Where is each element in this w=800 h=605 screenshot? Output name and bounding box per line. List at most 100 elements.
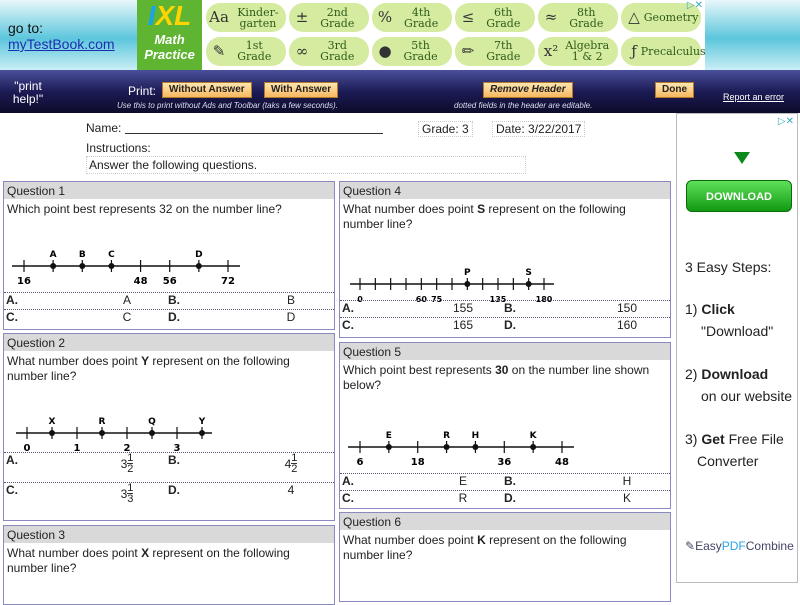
download-button[interactable]: DOWNLOAD [686, 180, 792, 212]
question-title: Question 4 [340, 182, 670, 199]
answer-row: A. A B. B [4, 292, 334, 309]
point-marker [472, 444, 479, 450]
point-label: R [99, 417, 106, 427]
choice-value[interactable]: 150 [616, 301, 638, 315]
choice-letter[interactable]: B. [168, 453, 180, 467]
point-label: K [530, 431, 538, 441]
ixl-link[interactable]: ≤6th Grade [455, 3, 535, 32]
choice-value[interactable]: D [286, 310, 296, 324]
ixl-ad[interactable]: IXL Math Practice Aa Kinder-garten ±2nd Gr… [137, 0, 706, 70]
choice-value[interactable]: 165 [452, 318, 474, 332]
choice-value[interactable]: 160 [616, 318, 638, 332]
instructions-field[interactable]: Answer the following questions. [86, 156, 526, 174]
answer-row: A. 3 1 2 B. 4 1 2 [4, 452, 334, 482]
subject-icon: ✎ [212, 41, 226, 60]
choice-letter[interactable]: B. [504, 474, 516, 488]
ixl-link[interactable]: ∞ 3rd Grade [289, 36, 369, 66]
name-line[interactable] [125, 133, 383, 134]
download-ad[interactable]: ▷✕ DOWNLOAD 3 Easy Steps: 1) Click "Downl… [676, 113, 798, 583]
ixl-link[interactable]: ≈8th Grade [538, 3, 618, 32]
question-title: Question 5 [340, 343, 670, 360]
choice-letter[interactable]: D. [504, 491, 516, 505]
subject-icon: ƒ [631, 41, 637, 60]
choice-letter[interactable]: A. [6, 293, 18, 307]
choice-letter[interactable]: D. [168, 310, 180, 324]
print-hint: Use this to print without Ads and Toolba… [117, 101, 338, 110]
ixl-link[interactable]: Aa Kinder-garten [206, 3, 286, 32]
choice-letter[interactable]: C. [342, 318, 354, 332]
choice-value[interactable]: C [122, 310, 132, 324]
ixl-link[interactable]: ✏ 7th Grade [455, 36, 535, 66]
ixl-logo: IXL Math Practice [137, 0, 202, 70]
grade-field[interactable]: Grade: 3 [418, 121, 473, 137]
answer-choices: A. 155 B. 150 C. 165 D. 160 [340, 300, 670, 334]
easypdfcombine-logo: ✎EasyPDFCombine [685, 539, 794, 553]
choice-letter[interactable]: D. [504, 318, 516, 332]
choice-value[interactable]: K [622, 491, 631, 505]
top-banner: go to: myTestBook.com IXL Math Practice … [0, 0, 800, 70]
print-without-answer-button[interactable]: Without Answer [162, 82, 252, 98]
subject-icon: ≤ [461, 8, 475, 26]
ixl-link[interactable]: % 4th Grade [372, 3, 452, 32]
answer-row: C. 3 1 3 D. 4 [4, 482, 334, 512]
ad-choices-icon[interactable]: ▷✕ [777, 116, 794, 127]
point-label: Q [148, 417, 156, 427]
ixl-link[interactable]: ● 5th Grade [372, 36, 452, 66]
choice-letter[interactable]: C. [6, 483, 18, 497]
question-text: What number does point S represent on th… [343, 202, 626, 231]
choice-value[interactable]: E [458, 474, 467, 488]
subject-icon: ✏ [461, 41, 475, 60]
choice-letter[interactable]: B. [504, 301, 516, 315]
answer-choices: A. E B. H C. R D. K [340, 473, 670, 507]
step-1: 1) Click "Download" [685, 301, 774, 339]
date-field[interactable]: Date: 3/22/2017 [492, 121, 586, 137]
ixl-link[interactable]: x² Algebra 1 & 2 [538, 36, 618, 66]
subject-icon: △ [628, 8, 640, 26]
remove-header-button[interactable]: Remove Header [483, 82, 573, 98]
point-marker [99, 430, 105, 436]
header-hint: dotted fields in the header are editable… [454, 101, 593, 110]
subject-icon: % [377, 8, 393, 26]
choice-value[interactable]: H [622, 474, 632, 488]
point-label: B [79, 250, 86, 260]
subject-icon: ∞ [295, 41, 309, 60]
choice-letter[interactable]: B. [168, 293, 180, 307]
tick-label: 60 [416, 295, 428, 304]
mytestbook-link[interactable]: myTestBook.com [8, 36, 115, 52]
report-error-link[interactable]: Report an error [723, 92, 785, 102]
choice-letter[interactable]: A. [342, 301, 354, 315]
choice-value[interactable]: A [122, 293, 131, 307]
print-help-link[interactable]: "print help!" [12, 79, 44, 106]
choice-value[interactable]: B [286, 293, 295, 307]
choice-value[interactable]: R [458, 491, 468, 505]
ad-choices-icon[interactable]: ▷✕ [686, 0, 703, 11]
choice-value[interactable]: 155 [452, 301, 474, 315]
choice-letter[interactable]: A. [342, 474, 354, 488]
tick-label: 48 [555, 457, 569, 468]
point-label: P [464, 268, 471, 278]
done-button[interactable]: Done [655, 82, 694, 98]
question-text: What number does point X represent on th… [7, 546, 290, 575]
ixl-link[interactable]: △ Geometry [621, 3, 701, 32]
question-card: Question 3 What number does point X repre… [3, 525, 335, 605]
choice-letter[interactable]: C. [342, 491, 354, 505]
question-card: Question 1 Which point best represents 32… [3, 181, 335, 330]
ixl-link[interactable]: ±2nd Grade [289, 3, 369, 32]
choice-letter[interactable]: C. [6, 310, 18, 324]
tick-label: 6 [357, 457, 364, 468]
ixl-grade-grid: Aa Kinder-garten ±2nd Grade% 4th Grade ≤6th … [202, 0, 706, 70]
number-line: 16 48 56 72 A B C D [12, 250, 240, 287]
choice-letter[interactable]: A. [6, 453, 18, 467]
ixl-link-label: 5th Grade [403, 39, 438, 63]
print-with-answer-button[interactable]: With Answer [264, 82, 339, 98]
answer-row: C. 165 D. 160 [340, 317, 670, 334]
choice-value[interactable]: 4 [287, 483, 295, 497]
ixl-link[interactable]: ✎ 1st Grade [206, 36, 286, 66]
ixl-link-label: 7th Grade [486, 39, 521, 63]
point-marker [443, 444, 450, 450]
choice-letter[interactable]: D. [168, 483, 180, 497]
ixl-link[interactable]: ƒ Precalculus [621, 36, 706, 66]
